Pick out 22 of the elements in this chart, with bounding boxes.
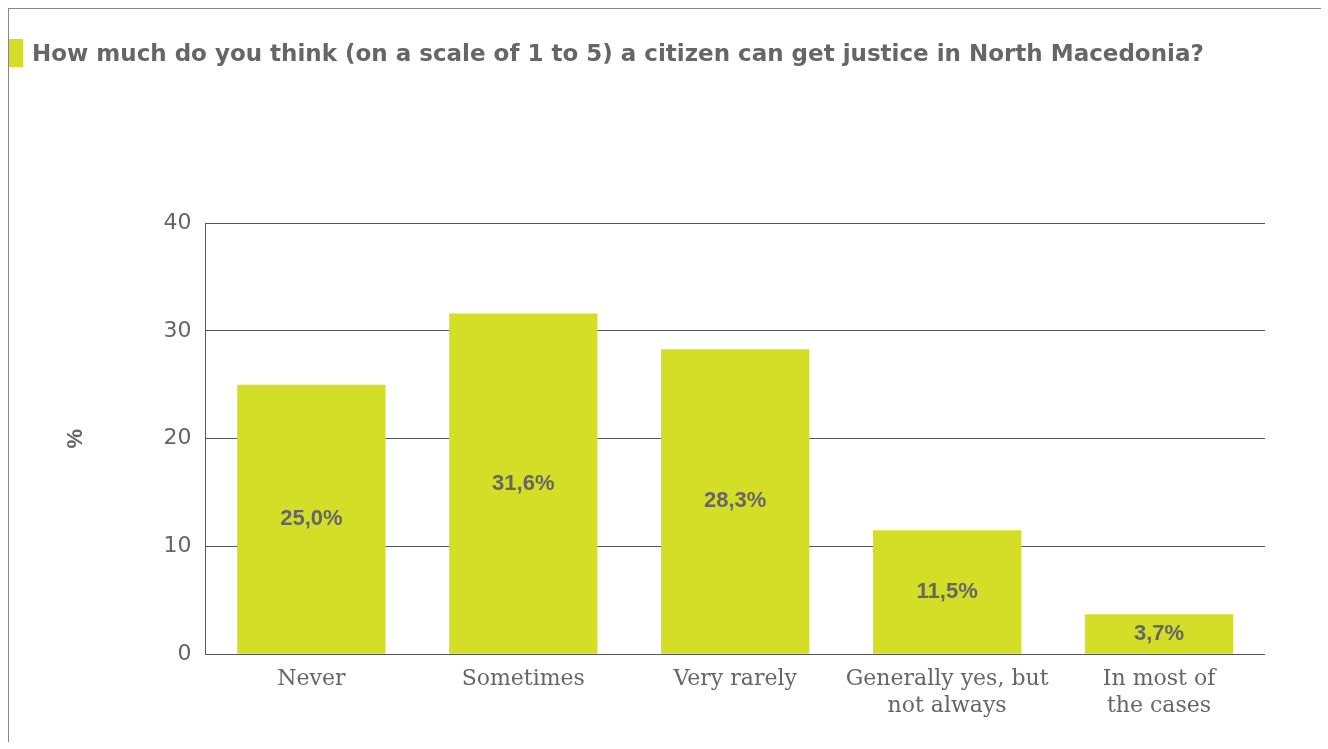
data-label: 28,3% xyxy=(704,487,767,513)
data-label: 11,5% xyxy=(916,578,978,604)
y-tick-label: 0 xyxy=(177,639,192,665)
data-label: 3,7% xyxy=(1133,620,1185,646)
y-tick-label: 40 xyxy=(163,208,192,234)
data-label: 25,0% xyxy=(280,505,343,531)
x-tick-label: Never xyxy=(277,665,346,691)
y-tick-label: 10 xyxy=(163,532,192,558)
data-label: 31,6% xyxy=(492,469,555,495)
chart-title: How much do you think (on a scale of 1 to 5) a citizen can get justice in North Macedonia? xyxy=(32,40,1204,66)
bar xyxy=(661,349,810,654)
x-tick-label: In most of the cases xyxy=(1102,665,1218,717)
bar xyxy=(237,384,386,654)
bar xyxy=(1084,614,1234,654)
x-tick-label: Very rarely xyxy=(672,665,798,691)
x-tick-label: Generally yes, but not always xyxy=(845,665,1049,717)
y-axis-title: % xyxy=(62,428,88,449)
bar xyxy=(449,313,598,654)
bar xyxy=(872,530,1022,654)
y-tick-label: 30 xyxy=(163,316,192,342)
x-tick-label: Sometimes xyxy=(461,665,585,691)
y-tick-label: 20 xyxy=(163,424,192,450)
